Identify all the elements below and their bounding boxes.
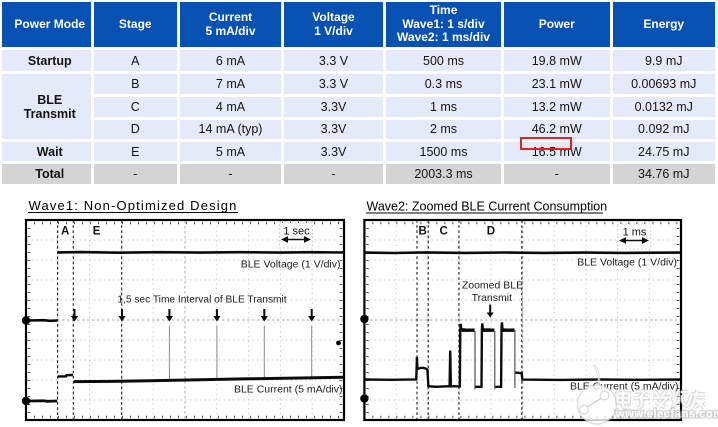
svg-text:Zoomed BLE: Zoomed BLE [462,279,523,291]
svg-text:B: B [419,226,427,238]
svg-text:1,5 sec Time Interval of BLE: 1,5 sec Time Interval of BLE Transmit [117,295,286,306]
svg-text:E: E [93,226,101,238]
svg-text:C: C [439,226,447,238]
svg-text:www.elecfans.com: www.elecfans.com [615,407,718,421]
svg-text:BLE Voltage (1 V/div): BLE Voltage (1 V/div) [241,259,341,271]
svg-text:BLE Voltage (1 V/div): BLE Voltage (1 V/div) [577,257,677,269]
svg-text:A: A [61,226,69,238]
svg-text:BLE Current (5 mA/div): BLE Current (5 mA/div) [234,383,343,395]
svg-text:Transmit: Transmit [472,292,513,304]
svg-text:1 ms: 1 ms [623,227,647,239]
svg-text:1 sec: 1 sec [283,226,310,238]
svg-text:Wave2: Zoomed BLE Current Cons: Wave2: Zoomed BLE Current Consumption [367,200,608,214]
svg-text:Wave1: Non-Optimized Design: Wave1: Non-Optimized Design [29,198,238,213]
svg-text:D: D [487,226,495,238]
